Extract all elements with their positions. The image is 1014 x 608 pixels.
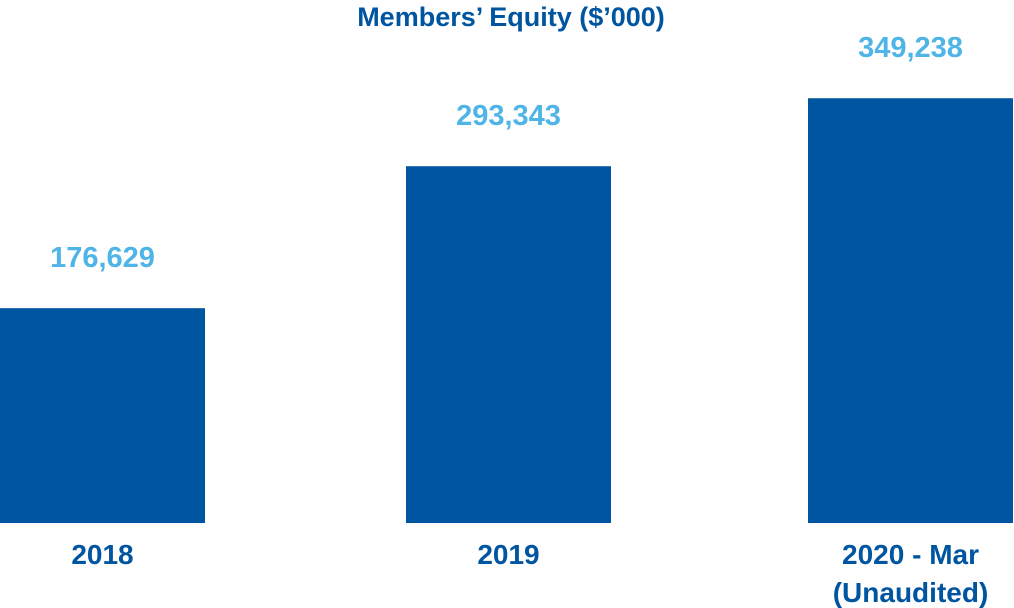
bar-2 (808, 98, 1013, 524)
category-label-0: 2018 (71, 539, 133, 570)
category-label-1: 2019 (477, 539, 539, 570)
category-labels-group: 2018 2019 2020 - Mar (Unaudited) (71, 539, 988, 608)
category-label-2-line-0: 2020 - Mar (842, 539, 979, 570)
category-label-2-line-1: (Unaudited) (833, 577, 989, 608)
bars-group (0, 98, 1013, 524)
chart-title: Members’ Equity ($’000) (357, 2, 665, 32)
bar-1 (406, 166, 611, 523)
bar-0 (0, 308, 205, 523)
value-label-2: 349,238 (858, 32, 963, 64)
value-label-0: 176,629 (50, 242, 155, 274)
value-label-1: 293,343 (456, 100, 561, 132)
value-labels-group: 176,629 293,343 349,238 (50, 32, 963, 274)
